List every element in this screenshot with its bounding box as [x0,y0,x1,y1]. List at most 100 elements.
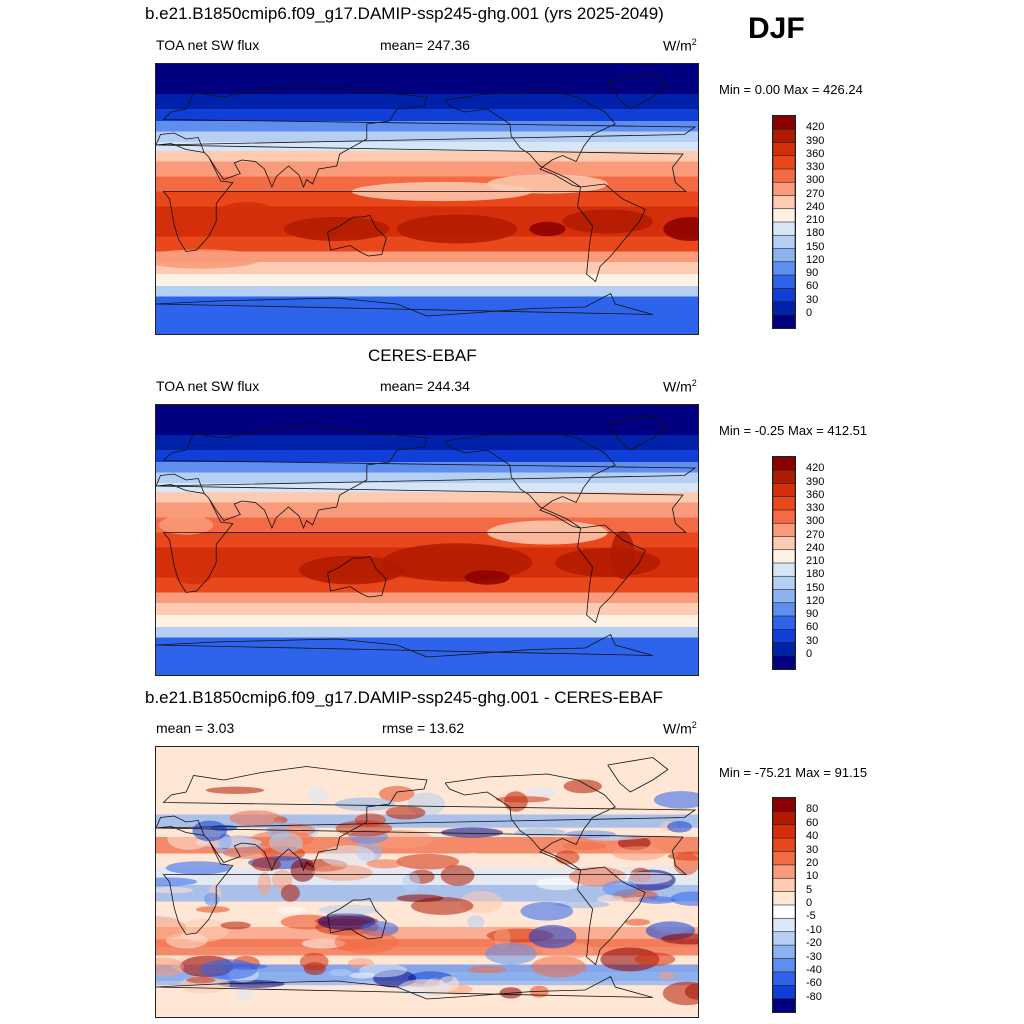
field-blob [487,174,608,194]
colorbar-box [773,195,795,210]
field-blob [318,904,380,915]
colorbar-box [773,984,795,1000]
field-blob [653,791,698,809]
colorbar-box [773,958,795,973]
field-blob [398,979,450,998]
colorbar-box [773,496,795,511]
field-blob [555,850,580,865]
field-blob [290,858,316,882]
panel-2-colorbar [772,456,796,670]
field-band [156,450,698,463]
panel-1-variable-label: TOA net SW flux [156,37,260,53]
colorbar-tick-label: 120 [806,253,825,266]
colorbar-box [773,589,795,604]
coastline [156,415,697,658]
field-blob [661,933,698,945]
field-blob [495,796,550,803]
field-blob [520,901,574,921]
field-blob [321,845,376,868]
colorbar-tick-label: 30 [806,634,819,647]
field-band [156,131,698,143]
panel-1-mean-label: mean= 247.36 [380,37,470,53]
panel-3-mean-label: mean = 3.03 [156,720,235,736]
field-band [156,517,698,534]
field-blob [484,942,537,965]
colorbar-tick-label: -30 [806,950,822,963]
field-band [156,502,698,519]
colorbar-tick-label: 180 [806,227,825,240]
field-band [156,274,698,287]
panel-3-colorbar [772,797,796,1013]
field-blob [229,810,282,826]
field-band [156,296,698,334]
field-blob [667,821,692,833]
field-blob [156,249,262,269]
field-band [156,435,698,451]
field-blob [165,861,232,875]
field-blob [673,852,698,876]
field-blob [257,872,272,896]
colorbar-box [773,864,795,880]
field-band [156,627,698,639]
colorbar-box [773,998,795,1012]
colorbar-box [773,628,795,644]
colorbar-tick-label: 270 [806,528,825,541]
colorbar-tick-label: -80 [806,990,822,1003]
field-blob [379,785,415,802]
field-blob [192,820,228,842]
colorbar-box [773,522,795,538]
colorbar-tick-label: 240 [806,200,825,213]
field-blob [276,906,308,914]
field-blob [307,786,328,805]
colorbar-box [773,287,795,303]
field-blob [156,877,197,887]
field-blob [396,214,518,244]
panel-1-minmax: Min = 0.00 Max = 426.24 [719,82,863,97]
field-blob [381,543,533,582]
field-blob [561,841,607,851]
field-band [156,236,698,253]
colorbar-tick-label: 60 [806,280,819,293]
colorbar-tick-label: 60 [806,621,819,634]
colorbar-box [773,221,795,237]
field-blob [236,987,254,1001]
colorbar-box [773,642,795,657]
field-band [156,121,698,133]
colorbar-tick-label: 0 [806,647,813,660]
coastline [156,74,697,317]
field-blob [385,805,426,820]
colorbar-tick-label: 120 [806,594,825,607]
colorbar-box [773,931,795,946]
coastline [156,757,697,1000]
field-blob [440,864,475,886]
panel-1-units: W/m2 [663,37,697,54]
field-blob [359,963,408,978]
colorbar-tick-label: -40 [806,963,822,976]
field-blob [602,880,638,897]
colorbar-tick-label: 5 [806,883,813,896]
field-blob [280,884,300,902]
panel-1-colorbar [772,115,796,329]
field-blob [317,913,376,931]
field-band [156,151,698,163]
colorbar-tick-label: -60 [806,977,822,990]
field-blob [624,918,651,926]
colorbar-box [773,116,795,131]
colorbar-box [773,837,795,853]
colorbar-tick-label: 10 [806,870,819,883]
field-blob [335,797,396,811]
colorbar-box [773,562,795,578]
colorbar-tick-label: 420 [806,462,825,475]
field-band [156,142,698,152]
panel-2-mean-label: mean= 244.34 [380,378,470,394]
colorbar-tick-label: 300 [806,174,825,187]
field-blob [156,957,185,978]
field-band [156,492,698,504]
field-blob [467,915,485,930]
colorbar-tick-label: 210 [806,555,825,567]
field-blob [312,864,373,881]
field-blob [670,891,698,906]
season-label: DJF [748,12,805,45]
colorbar-box [773,904,795,920]
field-blob [467,965,507,974]
